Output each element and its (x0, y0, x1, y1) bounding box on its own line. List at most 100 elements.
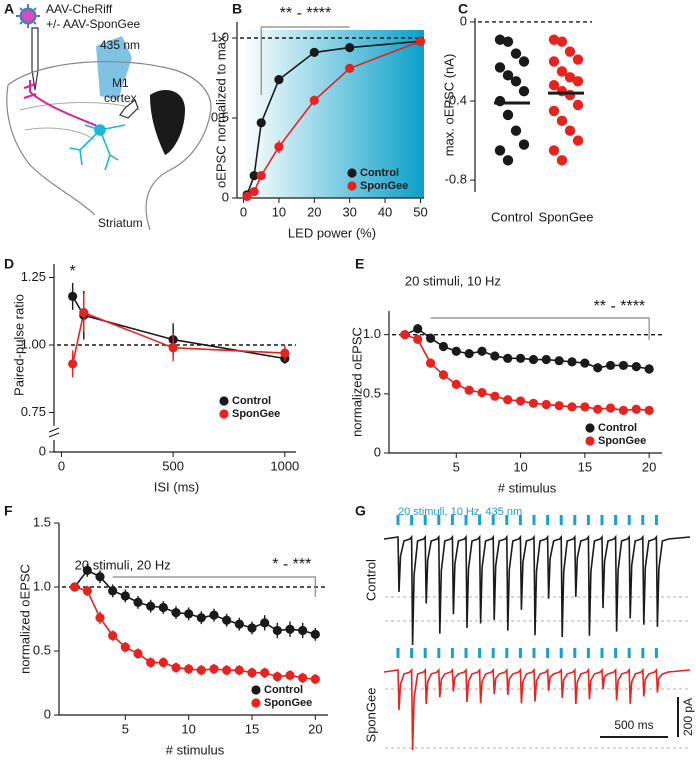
x-tick-label: 10 (513, 459, 527, 474)
data-point (451, 379, 461, 389)
data-point (242, 191, 252, 201)
data-point (168, 343, 178, 353)
x-tick-label: 20 (642, 459, 656, 474)
region-label: Striatum (98, 216, 143, 230)
scale-label: 500 ms (614, 718, 653, 732)
y-axis-label: normalized oEPSC (17, 564, 32, 674)
data-point (564, 72, 576, 83)
legend-label: SponGee (232, 408, 280, 420)
stim-marker (478, 648, 482, 658)
legend-marker (347, 181, 357, 191)
data-point (528, 398, 539, 408)
axis-break (48, 427, 60, 438)
light-label: 435 nm (100, 38, 140, 52)
legend-label: SponGee (360, 180, 408, 192)
data-point (554, 356, 564, 366)
legend-marker (585, 436, 595, 446)
data-point (82, 586, 92, 596)
vector-label: AAV-CheRiff (46, 2, 113, 16)
data-point (494, 34, 506, 45)
data-point (196, 665, 206, 675)
y-tick-label: 1.0 (33, 578, 51, 593)
data-point (631, 404, 641, 414)
data-point (196, 613, 206, 623)
x-tick-label: 500 (162, 458, 184, 473)
significance-bracket (260, 26, 350, 95)
y-tick-label: -0.4 (445, 92, 467, 107)
data-point (572, 54, 584, 65)
data-point (494, 145, 506, 156)
data-point (518, 139, 530, 150)
data-point (133, 597, 143, 607)
data-point (464, 385, 474, 395)
stim-marker (423, 648, 427, 658)
data-point (618, 360, 629, 371)
data-point (256, 171, 266, 181)
stim-marker (600, 648, 604, 658)
data-point (280, 348, 290, 358)
data-point (68, 291, 78, 301)
data-point (572, 135, 584, 146)
x-axis-label: ISI (ms) (154, 479, 200, 494)
data-point (247, 668, 257, 678)
data-point (234, 665, 244, 675)
y-tick-label: 0 (222, 189, 229, 204)
legend-label: SponGee (598, 435, 646, 447)
data-point (494, 95, 506, 107)
x-tick-label: 15 (245, 721, 259, 736)
data-point (120, 642, 130, 652)
y-tick-label: 1.25 (21, 269, 46, 284)
data-point (133, 648, 143, 659)
data-point (413, 324, 423, 334)
data-point (556, 36, 568, 47)
panel-letter: D (4, 256, 14, 272)
data-point (593, 363, 603, 373)
data-point (82, 565, 92, 575)
data-point (146, 657, 156, 668)
data-point (95, 572, 105, 582)
data-point (502, 36, 514, 47)
stim-marker (573, 515, 577, 525)
data-point (451, 346, 461, 356)
stim-marker (573, 648, 577, 658)
panel-letter: G (355, 503, 366, 519)
legend-label: Control (264, 684, 303, 696)
y-tick-label: 0 (460, 13, 467, 28)
data-point (490, 391, 500, 401)
stim-marker (464, 648, 468, 658)
stim-marker (423, 515, 427, 525)
data-point (171, 608, 181, 618)
data-point (260, 668, 270, 678)
data-point (567, 402, 577, 412)
stim-marker (586, 515, 590, 525)
data-point (502, 155, 514, 166)
x-tick-label: 15 (578, 459, 592, 474)
data-point (345, 63, 355, 73)
data-point (605, 360, 616, 371)
data-point (298, 625, 308, 636)
data-point (309, 95, 319, 105)
data-point (184, 664, 194, 674)
stim-marker (654, 648, 658, 658)
legend-marker (251, 685, 261, 695)
data-point (158, 657, 168, 668)
data-point (234, 619, 244, 629)
data-point (438, 370, 449, 380)
panel-letter: F (4, 503, 13, 519)
cortical-neuron (23, 80, 101, 131)
stim-marker (410, 648, 414, 658)
stim-marker (641, 515, 645, 525)
data-point (272, 672, 282, 682)
legend-label: Control (360, 167, 399, 179)
data-point (274, 142, 284, 152)
data-point (120, 591, 130, 601)
brain-outline (6, 60, 212, 231)
data-point (247, 623, 257, 633)
y-tick-label: 0.5 (363, 385, 381, 400)
stim-marker (518, 648, 522, 658)
x-tick-label: 20 (308, 721, 322, 736)
x-tick-label: 40 (378, 204, 392, 219)
y-tick-label: -0.8 (445, 172, 467, 187)
row-label: Control (363, 559, 378, 601)
